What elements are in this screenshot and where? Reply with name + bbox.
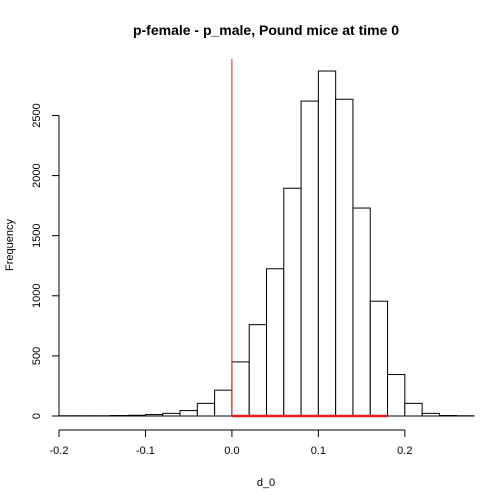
histogram-bar bbox=[179, 410, 198, 417]
y-axis: 0 500 1000 1500 2000 2500 bbox=[31, 103, 60, 419]
x-tick-label: 0.1 bbox=[311, 445, 326, 457]
y-tick-label: 0 bbox=[31, 413, 43, 419]
histogram-bar bbox=[162, 412, 181, 417]
histogram-bar bbox=[300, 100, 319, 417]
histogram-bar bbox=[266, 268, 285, 417]
histogram-bars bbox=[58, 70, 475, 417]
histogram-bar bbox=[335, 98, 354, 417]
histogram-bar bbox=[231, 361, 250, 417]
histogram-bar bbox=[387, 374, 406, 417]
histogram-bar bbox=[248, 324, 267, 417]
x-axis: -0.2 -0.1 0.0 0.1 0.2 bbox=[50, 429, 412, 457]
histogram-bar bbox=[196, 402, 216, 417]
y-tick-label: 500 bbox=[31, 347, 43, 365]
x-tick-label: -0.1 bbox=[136, 445, 155, 457]
y-tick-label: 1500 bbox=[31, 223, 43, 247]
y-tick-label: 2000 bbox=[31, 163, 43, 187]
histogram-bar bbox=[283, 187, 302, 417]
histogram-bar bbox=[144, 414, 164, 417]
x-axis-label: d_0 bbox=[257, 477, 275, 489]
histogram-bar bbox=[214, 389, 233, 417]
x-tick-label: 0.0 bbox=[224, 445, 239, 457]
y-tick-label: 1000 bbox=[31, 284, 43, 308]
annotations bbox=[231, 59, 388, 418]
histogram-bar bbox=[369, 300, 389, 417]
histogram-bar bbox=[404, 402, 423, 417]
y-axis-label: Frequency bbox=[4, 219, 16, 271]
x-tick-label: 0.2 bbox=[397, 445, 412, 457]
histogram-bar bbox=[127, 414, 146, 417]
histogram-bar bbox=[352, 207, 371, 417]
histogram-bar bbox=[317, 70, 337, 417]
x-tick-label: -0.2 bbox=[50, 445, 69, 457]
histogram-bar bbox=[421, 412, 440, 417]
y-tick-label: 2500 bbox=[31, 103, 43, 127]
chart-title: p-female - p_male, Pound mice at time 0 bbox=[133, 22, 399, 38]
